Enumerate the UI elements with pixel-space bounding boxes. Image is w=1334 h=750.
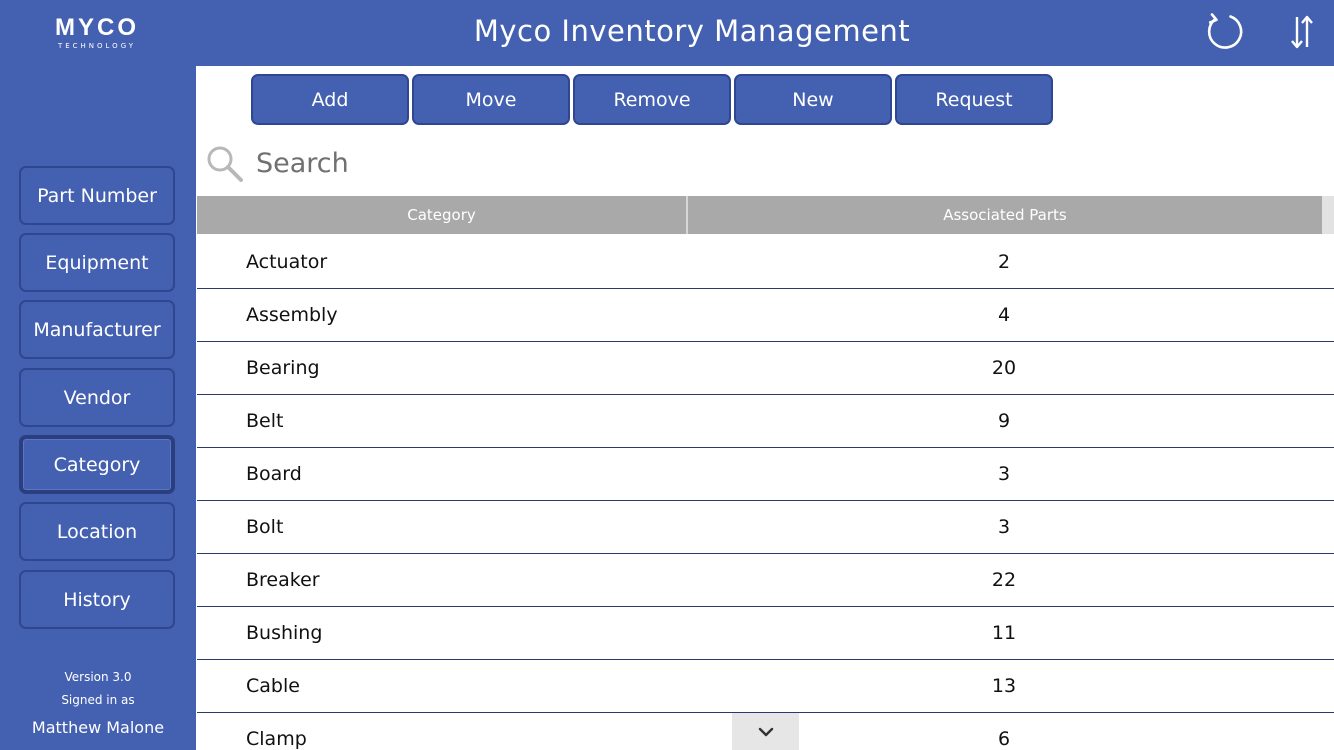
cell-associated-parts: 9	[997, 410, 1011, 432]
cell-associated-parts: 20	[991, 357, 1017, 379]
search-icon	[205, 144, 245, 184]
cell-associated-parts: 4	[997, 304, 1011, 326]
header-bar	[196, 0, 1334, 66]
cell-category: Assembly	[246, 304, 338, 326]
table-row[interactable]: Actuator 2	[197, 236, 1334, 289]
move-button[interactable]: Move	[412, 74, 570, 125]
logo: MYCO TECHNOLOGY	[22, 14, 172, 51]
cell-associated-parts: 3	[997, 463, 1011, 485]
table-row[interactable]: Assembly 4	[197, 289, 1334, 342]
cell-associated-parts: 2	[997, 251, 1011, 273]
cell-associated-parts: 3	[997, 516, 1011, 538]
cell-category: Board	[246, 463, 302, 485]
signed-in-label: Signed in as	[61, 693, 135, 707]
user-name: Matthew Malone	[31, 718, 165, 737]
cell-category: Clamp	[246, 728, 307, 750]
chevron-down-icon	[758, 727, 773, 736]
column-header-category[interactable]: Category	[197, 196, 686, 234]
cell-associated-parts: 11	[991, 622, 1017, 644]
table-body: Actuator 2 Assembly 4 Bearing 20 Belt 9 …	[197, 236, 1334, 750]
table-row[interactable]: Belt 9	[197, 395, 1334, 448]
page-title: Myco Inventory Management	[473, 14, 911, 48]
sidebar-item-manufacturer[interactable]: Manufacturer	[19, 300, 175, 359]
sidebar-item-part-number[interactable]: Part Number	[19, 166, 175, 225]
sidebar-item-vendor[interactable]: Vendor	[19, 368, 175, 427]
cell-category: Cable	[246, 675, 300, 697]
scroll-down-button[interactable]	[732, 713, 799, 750]
cell-associated-parts: 22	[991, 569, 1017, 591]
cell-category: Bushing	[246, 622, 323, 644]
sidebar-item-location[interactable]: Location	[19, 502, 175, 561]
cell-associated-parts: 6	[997, 728, 1011, 750]
new-button[interactable]: New	[734, 74, 892, 125]
table-row[interactable]: Bearing 20	[197, 342, 1334, 395]
search-input[interactable]	[256, 140, 1316, 186]
add-button[interactable]: Add	[251, 74, 409, 125]
version-label: Version 3.0	[64, 670, 132, 684]
sort-icon[interactable]	[1280, 10, 1324, 54]
cell-category: Bearing	[246, 357, 320, 379]
scrollbar-track[interactable]	[1322, 196, 1334, 234]
table-row[interactable]: Clamp 6	[197, 713, 1334, 750]
sidebar-item-equipment[interactable]: Equipment	[19, 233, 175, 292]
cell-category: Actuator	[246, 251, 328, 273]
refresh-icon[interactable]	[1203, 10, 1247, 54]
table-row[interactable]: Bushing 11	[197, 607, 1334, 660]
cell-category: Breaker	[246, 569, 320, 591]
table-row[interactable]: Board 3	[197, 448, 1334, 501]
request-button[interactable]: Request	[895, 74, 1053, 125]
table-row[interactable]: Cable 13	[197, 660, 1334, 713]
cell-category: Bolt	[246, 516, 284, 538]
sidebar-item-category[interactable]: Category	[19, 435, 175, 494]
remove-button[interactable]: Remove	[573, 74, 731, 125]
column-header-associated-parts[interactable]: Associated Parts	[688, 196, 1322, 234]
sidebar-item-history[interactable]: History	[19, 570, 175, 629]
logo-wordmark: MYCO	[55, 14, 139, 41]
table-row[interactable]: Bolt 3	[197, 501, 1334, 554]
cell-associated-parts: 13	[991, 675, 1017, 697]
table-row[interactable]: Breaker 22	[197, 554, 1334, 607]
logo-tagline: TECHNOLOGY	[57, 42, 137, 50]
cell-category: Belt	[246, 410, 284, 432]
column-divider	[686, 196, 688, 234]
